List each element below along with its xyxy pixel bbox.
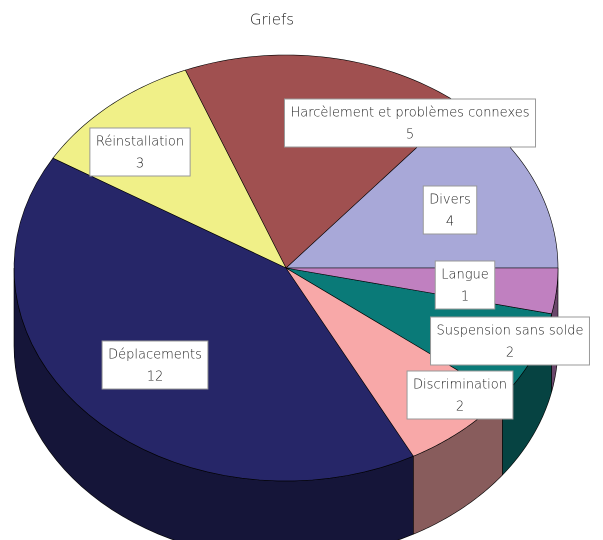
label-name: Harcèlement et problèmes connexes <box>290 106 529 121</box>
label-name: Suspension sans solde <box>437 324 584 339</box>
label-value: 2 <box>506 346 514 361</box>
label-name: Réinstallation <box>96 135 184 150</box>
label-name: Discrimination <box>413 378 507 393</box>
data-label: Langue 1 <box>434 260 496 310</box>
data-label: Divers 4 <box>422 185 478 235</box>
label-box <box>283 98 537 148</box>
label-value: 12 <box>147 370 164 385</box>
label-value: 5 <box>406 128 414 143</box>
chart-title: Griefs <box>250 11 294 29</box>
data-label: Discrimination 2 <box>406 370 514 420</box>
label-name: Langue <box>441 268 489 283</box>
label-value: 2 <box>456 400 464 415</box>
label-box <box>422 185 478 235</box>
data-label: Harcèlement et problèmes connexes 5 <box>283 98 537 148</box>
label-value: 3 <box>136 157 144 172</box>
slice <box>13 157 414 482</box>
label-box <box>101 340 209 390</box>
data-label: Déplacements 12 <box>101 340 209 390</box>
label-box <box>406 370 514 420</box>
label-value: 4 <box>446 215 454 230</box>
label-box <box>434 260 496 310</box>
label-value: 1 <box>461 290 469 305</box>
label-name: Déplacements <box>108 348 202 363</box>
data-label: Suspension sans solde 2 <box>430 316 590 366</box>
label-name: Divers <box>429 193 470 208</box>
label-box <box>430 316 590 366</box>
data-label: Réinstallation 3 <box>89 127 191 177</box>
label-box <box>89 127 191 177</box>
